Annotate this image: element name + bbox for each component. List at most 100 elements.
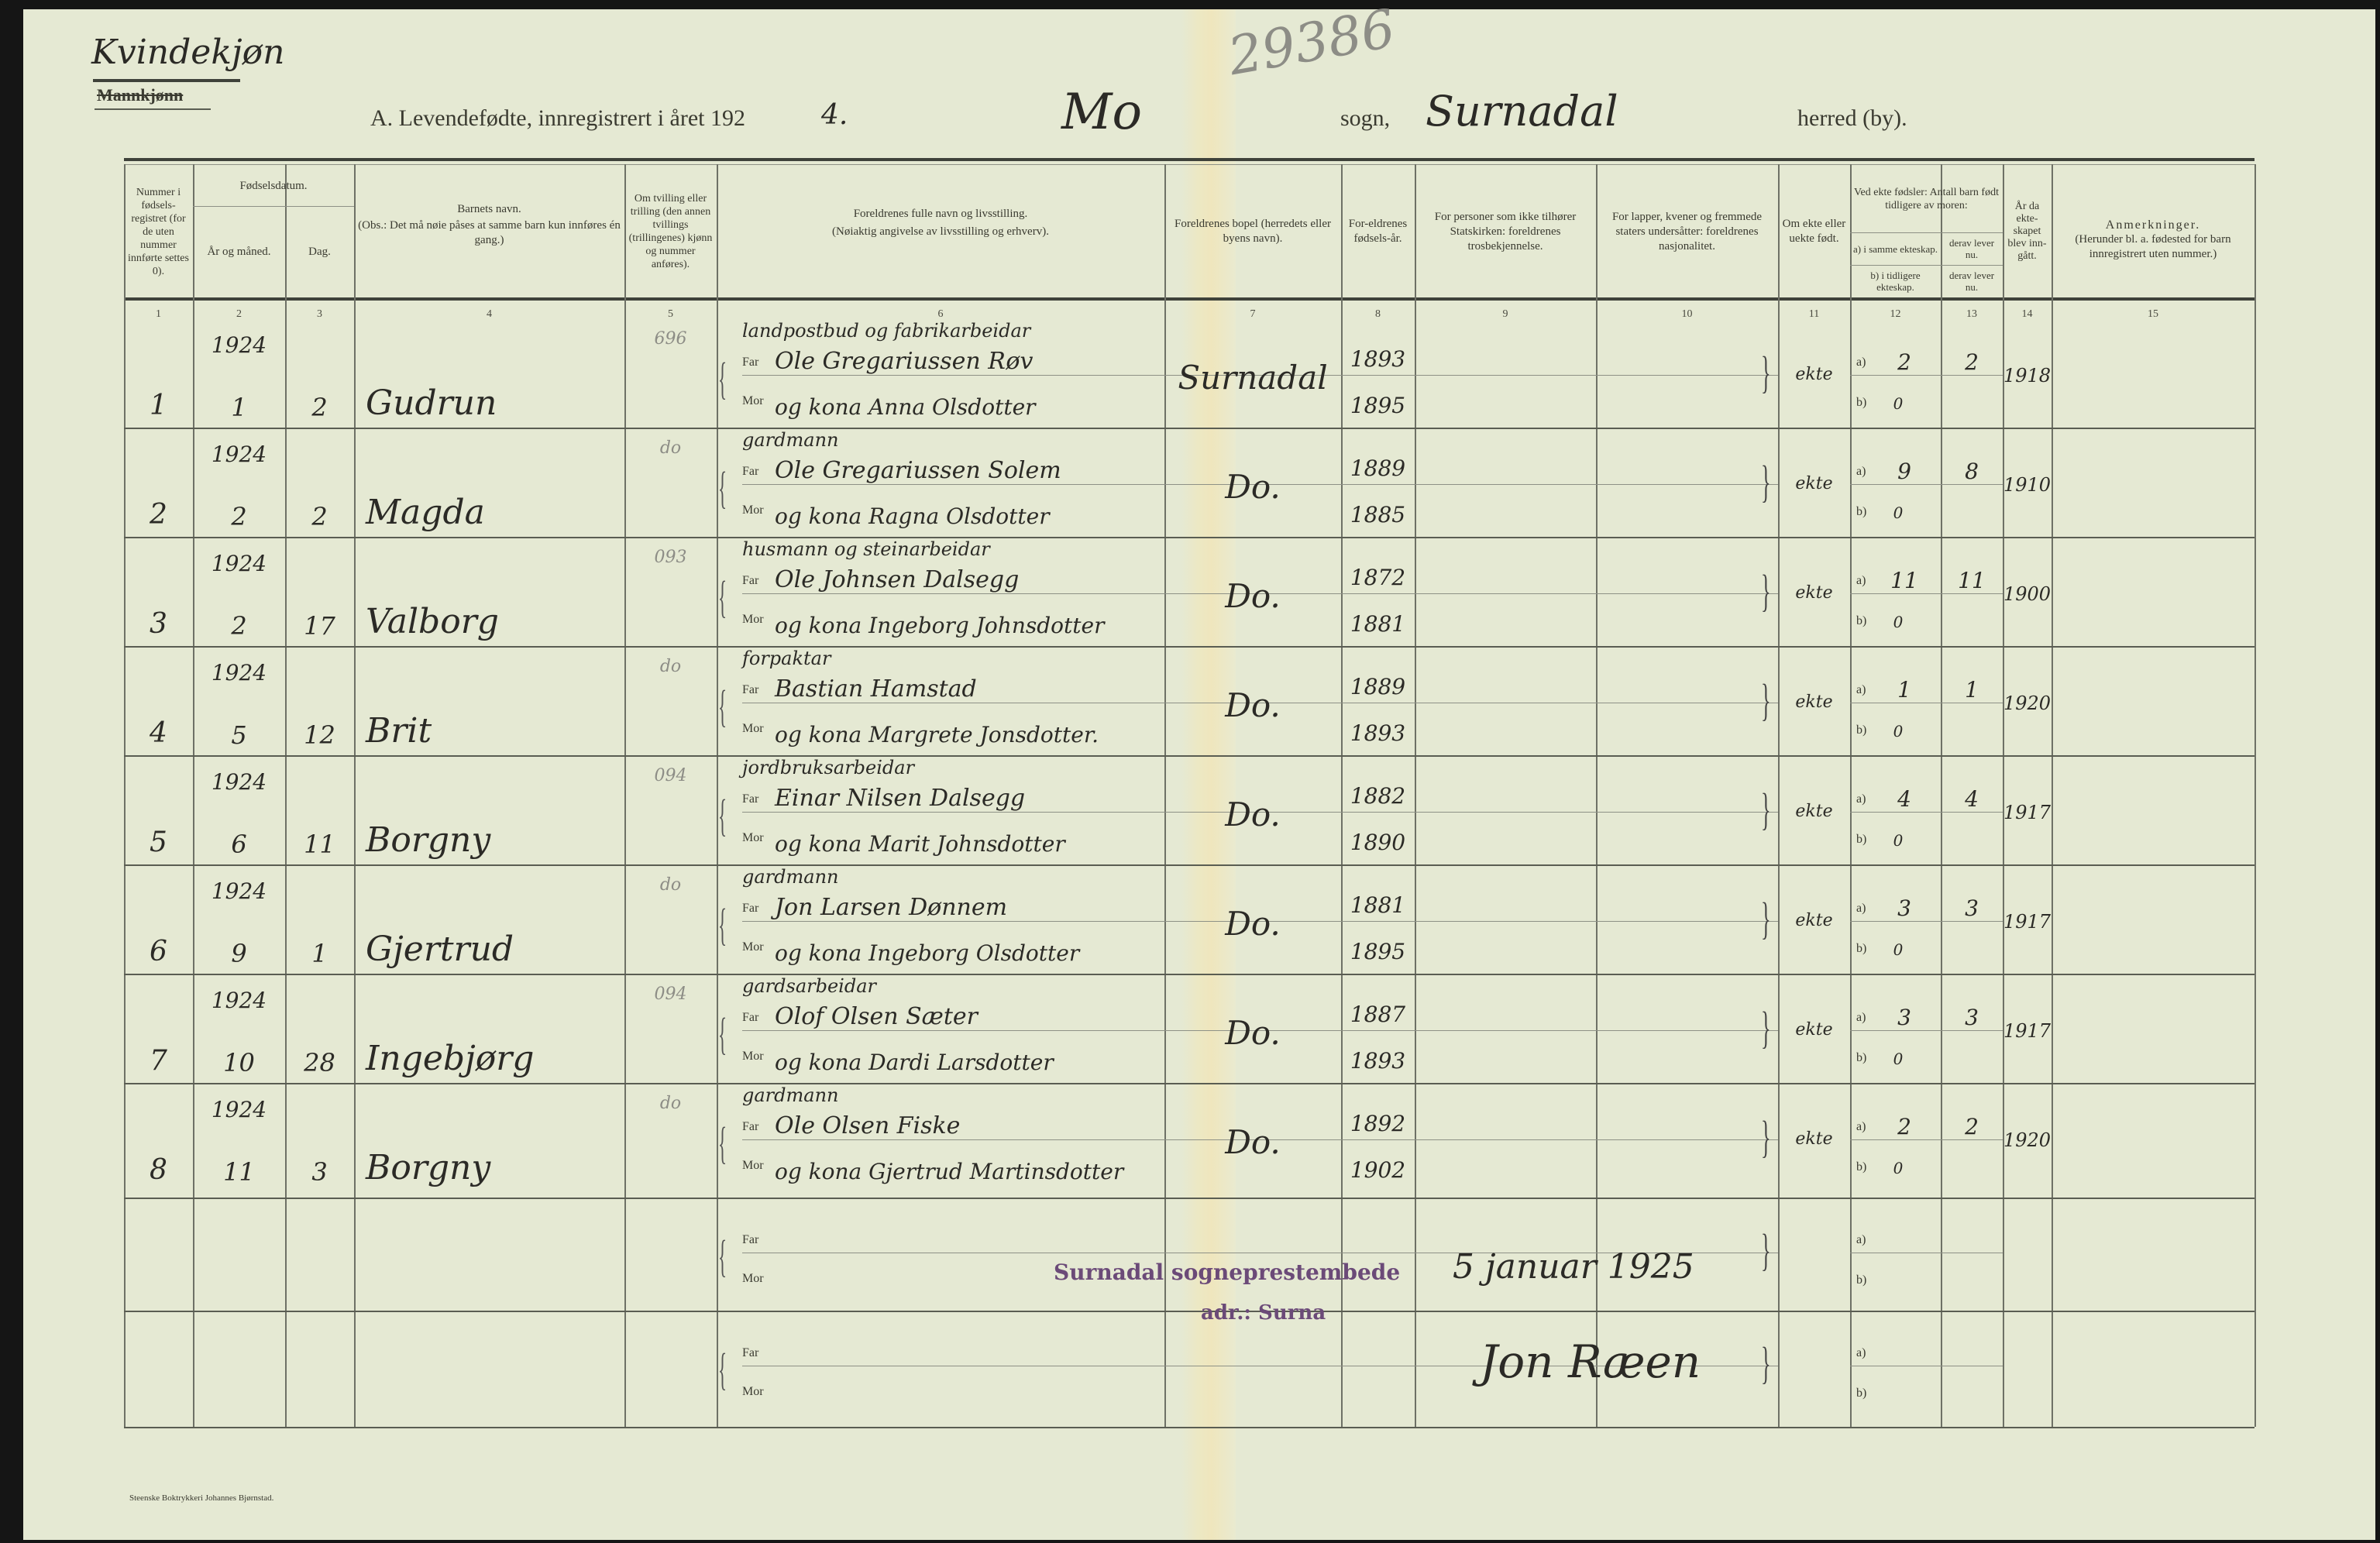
mother-name: og kona Ingeborg Johnsdotter — [775, 613, 1105, 638]
b-label: b) — [1856, 505, 1867, 518]
ab-divider — [1850, 812, 2003, 813]
mor-label: Mor — [742, 1159, 764, 1172]
far-mor-divider — [742, 1139, 1778, 1140]
column-number: 3 — [317, 308, 322, 320]
bracket-right: } — [1761, 1002, 1771, 1053]
row-divider — [124, 428, 2254, 429]
a-label: a) — [1856, 902, 1866, 915]
children-same-marriage: 1 — [1897, 677, 1911, 703]
children-alive: 3 — [1965, 895, 1979, 921]
b-label: b) — [1856, 1273, 1867, 1287]
register-number: 4 — [150, 717, 167, 749]
sex-struck: Mannkjønn — [97, 85, 184, 105]
a-label: a) — [1856, 683, 1866, 696]
birth-day: 12 — [304, 720, 335, 750]
b-label: b) — [1856, 1387, 1867, 1400]
father-birth-year: 1882 — [1350, 783, 1406, 809]
far-label: Far — [742, 465, 759, 478]
mor-label: Mor — [742, 613, 764, 626]
father-name: Einar Nilsen Dalsegg — [775, 785, 1026, 812]
far-mor-divider — [742, 593, 1778, 594]
birth-year: 1924 — [211, 878, 267, 904]
far-mor-divider — [742, 812, 1778, 813]
father-birth-year: 1889 — [1350, 455, 1406, 481]
column-number: 8 — [1375, 308, 1381, 320]
birth-year: 1924 — [211, 1097, 267, 1122]
header-twin: Om tvilling eller trilling (den annen tv… — [628, 193, 713, 270]
column-divider — [1341, 164, 1343, 1427]
register-number: 5 — [150, 826, 167, 858]
parish-name: Mo — [1061, 84, 1143, 141]
column-divider — [1941, 164, 1942, 1427]
a-label: a) — [1856, 1346, 1866, 1359]
father-name: Ole Gregariussen Solem — [775, 457, 1061, 484]
far-label: Far — [742, 1346, 759, 1359]
children-alive: 1 — [1965, 677, 1979, 703]
father-birth-year: 1893 — [1350, 346, 1406, 372]
birth-month: 2 — [231, 611, 247, 641]
a-label: a) — [1856, 356, 1866, 369]
header-same-marriage: a) i samme ekteskap. — [1853, 242, 1938, 255]
mother-birth-year: 1893 — [1350, 720, 1406, 746]
title-year-digit: 4. — [821, 99, 848, 131]
row-divider — [124, 1311, 2254, 1312]
row-divider — [124, 537, 2254, 538]
column-divider — [1850, 164, 1852, 1427]
mother-birth-year: 1895 — [1350, 939, 1406, 964]
page-fold — [1181, 9, 1236, 1540]
birth-month: 10 — [223, 1048, 255, 1077]
column-number: 15 — [2148, 308, 2158, 320]
marriage-year: 1917 — [2003, 802, 2052, 823]
register-number: 8 — [150, 1154, 167, 1186]
row-divider — [124, 755, 2254, 757]
column-divider — [285, 164, 287, 1427]
header-parents-birth-year: For-eldrenes fødsels-år. — [1348, 218, 1408, 245]
a-label: a) — [1856, 1233, 1866, 1246]
far-label: Far — [742, 902, 759, 915]
archive-number: 29386 — [1223, 0, 1400, 88]
residence: Do. — [1225, 1014, 1281, 1052]
children-same-marriage: 9 — [1897, 459, 1911, 484]
column-number: 9 — [1502, 308, 1508, 320]
far-label: Far — [742, 356, 759, 369]
child-name: Magda — [366, 493, 485, 532]
bracket-right: } — [1761, 1338, 1771, 1388]
far-label: Far — [742, 1120, 759, 1133]
child-name: Borgny — [366, 820, 491, 860]
mother-birth-year: 1902 — [1350, 1157, 1406, 1183]
birth-day: 2 — [311, 502, 328, 531]
residence: Do. — [1225, 577, 1281, 615]
column-number: 13 — [1966, 308, 1977, 320]
father-name: Olof Olsen Sæter — [775, 1003, 978, 1030]
legitimacy: ekte — [1795, 692, 1833, 712]
children-alive: 8 — [1965, 459, 1979, 484]
twin-note: 094 — [654, 766, 687, 785]
municipality-name: Surnadal — [1426, 87, 1618, 136]
legitimacy: ekte — [1795, 474, 1833, 493]
column-divider — [1415, 164, 1416, 1427]
far-mor-divider — [742, 375, 1778, 376]
children-previous-marriage: 0 — [1893, 1159, 1904, 1177]
header-previous-marriage: b) i tidligere ekteskap. — [1870, 270, 1921, 293]
child-name: Gudrun — [366, 383, 497, 423]
column-number: 7 — [1250, 308, 1256, 320]
header-religion: For personer som ikke tilhører Statskirk… — [1434, 210, 1577, 253]
mor-label: Mor — [742, 1385, 764, 1398]
bracket-left: { — [718, 1009, 727, 1059]
birth-month: 1 — [231, 393, 247, 422]
printer-imprint: Steenske Boktrykkeri Johannes Bjørnstad. — [129, 1493, 274, 1503]
ab-divider — [1850, 375, 2003, 376]
row-divider — [124, 974, 2254, 975]
column-number: 2 — [236, 308, 242, 320]
column-number: 14 — [2021, 308, 2033, 320]
bracket-left: { — [718, 790, 727, 840]
legitimacy: ekte — [1795, 1020, 1833, 1040]
father-birth-year: 1887 — [1350, 1002, 1406, 1027]
birth-year: 1924 — [211, 551, 267, 576]
children-same-marriage: 3 — [1897, 895, 1911, 921]
a-label: a) — [1856, 574, 1866, 587]
ab-divider — [1850, 484, 2003, 485]
column-number: 11 — [1808, 308, 1820, 320]
header-child-name: Barnets navn. — [457, 203, 521, 215]
column-number: 5 — [668, 308, 673, 320]
